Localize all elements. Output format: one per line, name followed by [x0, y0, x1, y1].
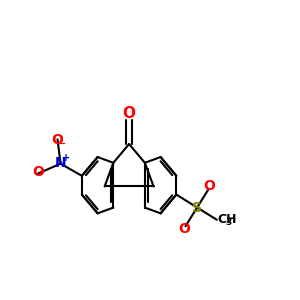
Text: O: O: [178, 222, 190, 236]
Text: S: S: [192, 200, 202, 214]
Text: CH: CH: [218, 213, 237, 226]
Text: −: −: [57, 139, 67, 149]
Text: O: O: [32, 165, 44, 179]
Text: +: +: [62, 153, 70, 163]
Text: O: O: [51, 133, 63, 147]
Text: O: O: [123, 106, 136, 121]
Text: O: O: [204, 179, 216, 194]
Text: N: N: [55, 156, 67, 170]
Text: 3: 3: [226, 218, 232, 227]
